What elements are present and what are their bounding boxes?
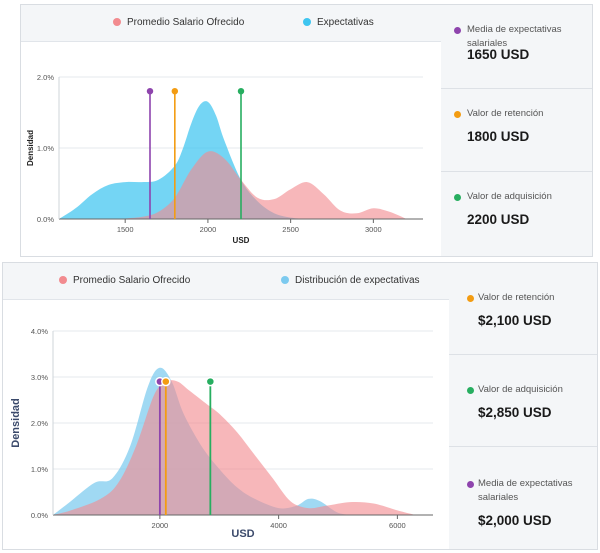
stat-card-retention-2: Valor de retención $2,100 USD xyxy=(449,263,597,355)
legend-item-offered[interactable]: Promedio Salario Ofrecido xyxy=(113,17,244,28)
stat-dot-acquisition-2 xyxy=(467,387,474,394)
stat-dot-retention xyxy=(454,111,461,118)
x-tick-label: 4000 xyxy=(270,521,287,530)
legend-1: Promedio Salario Ofrecido Expectativas xyxy=(21,5,442,42)
x-tick-label: 1500 xyxy=(117,225,134,234)
stats-sidebar-2: Valor de retención $2,100 USD Valor de a… xyxy=(449,263,597,549)
stat-label-media: Media de expectativas salariales xyxy=(467,24,562,49)
x-axis-label: USD xyxy=(233,236,250,245)
stat-value-media: 1650 USD xyxy=(467,47,530,62)
y-axis-label: Densidad xyxy=(26,130,35,166)
y-tick-label: 1.0% xyxy=(37,144,54,153)
stat-card-acquisition: Valor de adquisición 2200 USD xyxy=(441,172,592,256)
legend-dot-distribution xyxy=(281,276,289,284)
stat-dot-media-2 xyxy=(467,481,474,488)
density-panel-1: Promedio Salario Ofrecido Expectativas 0… xyxy=(20,4,593,257)
chart-area-1: Promedio Salario Ofrecido Expectativas 0… xyxy=(21,5,443,256)
y-axis-label: Densidad xyxy=(10,398,22,448)
stat-dot-media xyxy=(454,27,461,34)
legend-label-offered: Promedio Salario Ofrecido xyxy=(127,17,245,28)
density-area-offered xyxy=(116,151,407,219)
stat-value-acquisition-2: $2,850 USD xyxy=(478,405,552,420)
density-area-offered xyxy=(53,380,416,515)
chart-area-2: Promedio Salario Ofrecido Distribución d… xyxy=(3,263,451,549)
legend-dot-offered xyxy=(113,18,121,26)
stat-card-acquisition-2: Valor de adquisición $2,850 USD xyxy=(449,355,597,447)
stat-label-media-2: Media de expectativas salariales xyxy=(478,478,573,503)
stat-dot-retention-2 xyxy=(467,295,474,302)
stat-card-retention: Valor de retención 1800 USD xyxy=(441,89,592,172)
stat-value-retention-2: $2,100 USD xyxy=(478,313,552,328)
legend-dot-expectations xyxy=(303,18,311,26)
stat-label-retention-2: Valor de retención xyxy=(478,292,555,303)
stats-sidebar-1: Media de expectativas salariales 1650 US… xyxy=(441,5,592,256)
stat-label-acquisition-2: Valor de adquisición xyxy=(478,384,563,395)
stat-card-media-2: Media de expectativas salariales $2,000 … xyxy=(449,447,597,549)
y-tick-label: 1.0% xyxy=(31,465,48,474)
marker-dot[interactable] xyxy=(171,88,179,95)
legend-item-distribution[interactable]: Distribución de expectativas xyxy=(281,275,420,286)
density-chart-2: 0.0% 1.0% 2.0% 3.0% 4.0% 2000 4000 6000 USD Densi… xyxy=(10,327,433,540)
x-tick-label: 2000 xyxy=(152,521,169,530)
legend-dot-offered-2 xyxy=(59,276,67,284)
y-tick-label: 4.0% xyxy=(31,327,48,336)
stat-label-acquisition: Valor de adquisición xyxy=(467,191,552,202)
legend-label-expectations: Expectativas xyxy=(317,17,374,28)
marker-dot[interactable] xyxy=(237,88,245,95)
stat-value-retention: 1800 USD xyxy=(467,129,530,144)
y-tick-label: 0.0% xyxy=(31,511,48,520)
stat-label-retention: Valor de retención xyxy=(467,108,544,119)
stat-card-media: Media de expectativas salariales 1650 US… xyxy=(441,5,592,89)
x-tick-label: 6000 xyxy=(389,521,406,530)
density-panel-2: Promedio Salario Ofrecido Distribución d… xyxy=(2,262,598,550)
marker-dot[interactable] xyxy=(161,376,171,387)
y-tick-label: 0.0% xyxy=(37,215,54,224)
stat-dot-acquisition xyxy=(454,194,461,201)
marker-dot[interactable] xyxy=(205,376,216,387)
y-tick-label: 2.0% xyxy=(37,73,54,82)
y-tick-label: 3.0% xyxy=(31,373,48,382)
stat-value-media-2: $2,000 USD xyxy=(478,513,552,528)
legend-label-distribution: Distribución de expectativas xyxy=(295,275,420,286)
legend-2: Promedio Salario Ofrecido Distribución d… xyxy=(3,263,450,300)
marker-dot[interactable] xyxy=(146,88,154,95)
density-chart-1: 0.0% 1.0% 2.0% 1500 2000 2500 3000 USD Densidad xyxy=(26,73,423,245)
legend-item-offered-2[interactable]: Promedio Salario Ofrecido xyxy=(59,275,190,286)
stat-value-acquisition: 2200 USD xyxy=(467,212,530,227)
y-tick-label: 2.0% xyxy=(31,419,48,428)
x-tick-label: 2500 xyxy=(282,225,299,234)
x-tick-label: 3000 xyxy=(365,225,382,234)
legend-item-expectations[interactable]: Expectativas xyxy=(303,17,374,28)
x-axis-label: USD xyxy=(231,528,254,540)
x-tick-label: 2000 xyxy=(200,225,217,234)
legend-label-offered-2: Promedio Salario Ofrecido xyxy=(73,275,191,286)
